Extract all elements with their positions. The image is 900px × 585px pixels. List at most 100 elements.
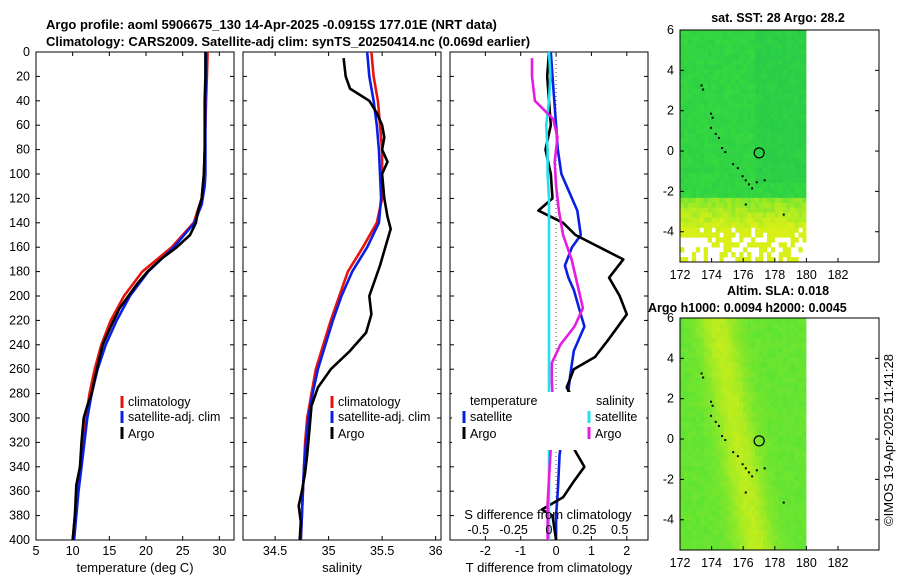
map-cell	[770, 490, 776, 497]
map-cell	[727, 416, 732, 422]
map-cell	[755, 178, 760, 184]
map-cell	[715, 123, 720, 130]
map-cell	[695, 382, 701, 388]
map-cell	[683, 64, 689, 70]
map-cell	[739, 94, 744, 100]
map-cell	[794, 237, 799, 243]
map-cell	[715, 411, 720, 418]
map-cell	[680, 327, 685, 334]
map-cell	[687, 362, 693, 368]
map-cell	[747, 163, 752, 169]
map-cell	[759, 118, 764, 125]
map-cell	[798, 247, 803, 253]
map-cell	[786, 426, 791, 432]
legend-climatology-label: climatology	[338, 395, 401, 409]
map-cell	[691, 510, 697, 516]
map-cell	[770, 178, 776, 184]
map-cell	[723, 461, 728, 467]
map-cell	[778, 451, 783, 457]
map-cell	[715, 148, 720, 154]
map-cell	[770, 421, 776, 427]
map-cell	[680, 128, 685, 134]
map-cell	[703, 123, 708, 130]
map-cell	[687, 401, 693, 408]
map-cell	[798, 421, 803, 427]
map-cell	[774, 332, 780, 339]
map-cell	[774, 30, 780, 36]
map-cell	[794, 212, 799, 218]
map-cell	[774, 143, 780, 149]
map-cell	[778, 500, 783, 506]
map-cell	[715, 59, 720, 65]
island	[755, 181, 758, 184]
map-cell	[687, 168, 693, 174]
map-cell	[723, 525, 728, 531]
map-cell	[699, 34, 704, 41]
map-cell	[755, 39, 760, 46]
map-cell	[743, 148, 748, 154]
map-cell	[762, 34, 768, 41]
map-cell	[766, 466, 772, 472]
map-cell	[687, 466, 693, 472]
map-cell	[731, 446, 736, 452]
map-cell	[794, 113, 799, 120]
map-cell	[759, 252, 764, 258]
map-cell	[723, 202, 728, 209]
map-cell	[683, 505, 689, 511]
map-cell	[782, 520, 787, 526]
map-cell	[774, 327, 780, 334]
map-cell	[739, 475, 744, 482]
map-cell	[691, 227, 697, 233]
map-cell	[711, 34, 716, 41]
map-cell	[719, 480, 724, 487]
map-cell	[715, 84, 720, 90]
map-cell	[774, 89, 780, 95]
map-cell	[794, 197, 799, 204]
map-cell	[762, 337, 768, 343]
map-cell	[778, 197, 783, 204]
island	[710, 400, 713, 403]
map-cell	[707, 30, 712, 36]
map-cell	[743, 357, 748, 363]
map-cell	[683, 475, 689, 482]
map-x-tick-label: 172	[670, 268, 691, 282]
map-cell	[711, 372, 716, 378]
map-cell	[790, 187, 795, 194]
map-cell	[723, 79, 728, 85]
map-cell	[770, 401, 776, 408]
map-cell	[695, 318, 701, 324]
map-cell	[751, 143, 756, 149]
map-cell	[687, 500, 693, 506]
map-cell	[711, 84, 716, 90]
map-cell	[794, 387, 799, 393]
map-cell	[751, 183, 756, 189]
map-cell	[715, 118, 720, 125]
map-cell	[731, 411, 736, 418]
map-cell	[680, 372, 685, 378]
map-cell	[762, 79, 768, 85]
map-cell	[798, 490, 803, 497]
map-cell	[703, 347, 708, 353]
map-cell	[703, 187, 708, 194]
map-cell	[782, 347, 787, 353]
map-cell	[695, 187, 701, 194]
map-cell	[680, 118, 685, 125]
map-cell	[711, 510, 716, 516]
map-cell	[747, 431, 752, 437]
map-cell	[683, 520, 689, 526]
map-cell	[743, 168, 748, 174]
temperature-legend: climatology satellite-adj. clim Argo	[120, 395, 220, 441]
map-cell	[798, 74, 803, 80]
map-cell	[786, 505, 791, 511]
map-cell	[691, 49, 697, 55]
map-cell	[707, 44, 712, 51]
y-tick-label: 100	[9, 167, 30, 181]
map-cell	[687, 227, 693, 233]
map-cell	[687, 128, 693, 134]
map-cell	[751, 128, 756, 134]
map-cell	[731, 89, 736, 95]
map-cell	[699, 416, 704, 422]
map-cell	[782, 392, 787, 398]
map-cell	[707, 480, 712, 487]
map-cell	[719, 44, 724, 51]
